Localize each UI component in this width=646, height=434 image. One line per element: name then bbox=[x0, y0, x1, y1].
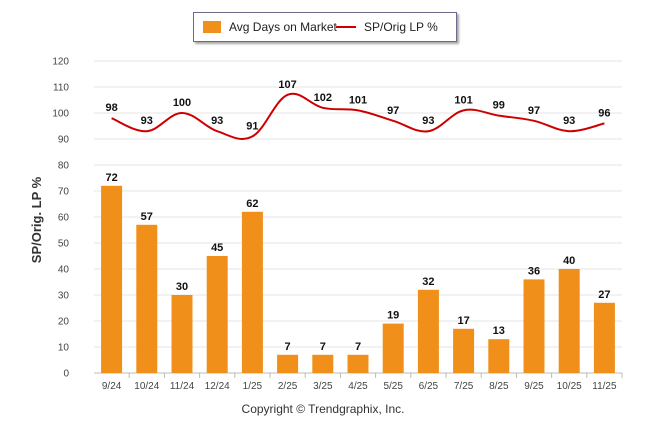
bar-value-label: 30 bbox=[176, 281, 188, 293]
y-tick-label: 120 bbox=[52, 57, 69, 68]
bar-value-label: 40 bbox=[563, 255, 575, 267]
y-tick-label: 40 bbox=[58, 265, 70, 276]
x-tick-label: 10/25 bbox=[557, 381, 582, 392]
bar bbox=[417, 289, 439, 373]
line-value-label: 107 bbox=[278, 79, 296, 91]
y-tick-label: 30 bbox=[58, 291, 70, 302]
line-value-label: 98 bbox=[105, 102, 117, 114]
bar bbox=[488, 339, 510, 373]
y-tick-label: 0 bbox=[63, 369, 69, 380]
line-data-labels: 98 93 100 93 91 107 102 101 97 93 101 99 97 93 96 bbox=[105, 79, 610, 133]
bar bbox=[347, 354, 369, 373]
bar-value-label: 72 bbox=[105, 172, 117, 184]
line-value-label: 93 bbox=[211, 115, 223, 127]
bar-series bbox=[101, 185, 615, 373]
legend-bar-swatch bbox=[203, 21, 221, 33]
x-tick-label: 6/25 bbox=[419, 381, 439, 392]
line-series bbox=[111, 92, 605, 140]
bar-value-label: 17 bbox=[457, 315, 469, 327]
bar bbox=[558, 269, 580, 373]
line-value-label: 96 bbox=[598, 107, 610, 119]
bar bbox=[382, 323, 404, 373]
line-value-label: 101 bbox=[454, 94, 472, 106]
bar bbox=[523, 279, 545, 373]
bar bbox=[593, 302, 615, 373]
y-tick-label: 20 bbox=[58, 317, 70, 328]
x-tick-label: 10/24 bbox=[134, 381, 159, 392]
x-tick-label: 12/24 bbox=[205, 381, 230, 392]
line-path bbox=[111, 92, 605, 140]
bar-value-label: 36 bbox=[528, 265, 540, 277]
y-tick-label: 10 bbox=[58, 343, 70, 354]
bar-value-label: 45 bbox=[211, 242, 223, 254]
x-tick-label: 2/25 bbox=[278, 381, 298, 392]
bar-data-labels: 72 57 30 45 62 7 7 7 19 32 17 13 36 40 27 bbox=[105, 172, 610, 353]
line-value-label: 93 bbox=[141, 115, 153, 127]
line-value-label: 99 bbox=[493, 100, 505, 112]
y-tick-label: 110 bbox=[53, 83, 69, 94]
x-tick-label: 5/25 bbox=[383, 381, 403, 392]
y-tick-label: 90 bbox=[58, 135, 70, 146]
line-value-label: 102 bbox=[314, 92, 332, 104]
x-tick-label: 4/25 bbox=[348, 381, 368, 392]
x-tick-label: 7/25 bbox=[454, 381, 474, 392]
y-axis-ticks: 0 10 20 30 40 50 60 70 80 90 100 110 120 bbox=[52, 57, 69, 380]
bar-value-label: 13 bbox=[493, 325, 505, 337]
y-tick-label: 100 bbox=[52, 109, 69, 120]
bar bbox=[277, 354, 299, 373]
bar bbox=[312, 354, 334, 373]
bar-value-label: 7 bbox=[320, 341, 326, 353]
bar bbox=[136, 224, 158, 373]
line-value-label: 100 bbox=[173, 97, 191, 109]
legend-line-swatch bbox=[336, 26, 356, 28]
bar-value-label: 62 bbox=[246, 198, 258, 210]
bar bbox=[101, 185, 123, 373]
line-value-label: 93 bbox=[563, 115, 575, 127]
copyright-text: Copyright © Trendgraphix, Inc. bbox=[241, 402, 405, 416]
bar-value-label: 19 bbox=[387, 310, 399, 322]
x-tick-label: 11/24 bbox=[170, 381, 195, 392]
x-tick-label: 9/24 bbox=[102, 381, 122, 392]
legend: Avg Days on Market SP/Orig LP % bbox=[193, 12, 457, 42]
y-tick-label: 50 bbox=[58, 239, 70, 250]
y-axis-label: SP/Orig. LP % bbox=[29, 176, 44, 263]
line-value-label: 91 bbox=[246, 120, 258, 132]
bar bbox=[453, 328, 475, 373]
bar-value-label: 57 bbox=[141, 211, 153, 223]
y-tick-label: 80 bbox=[58, 161, 70, 172]
x-tick-label: 9/25 bbox=[524, 381, 544, 392]
bar bbox=[241, 211, 263, 373]
bar-value-label: 27 bbox=[598, 289, 610, 301]
y-tick-label: 70 bbox=[58, 187, 70, 198]
x-axis-ticks: 9/24 10/24 11/24 12/24 1/25 2/25 3/25 4/25 5/25 6… bbox=[102, 373, 623, 392]
x-tick-label: 11/25 bbox=[592, 381, 617, 392]
bar bbox=[171, 295, 193, 373]
x-tick-label: 8/25 bbox=[489, 381, 509, 392]
legend-bar-label: Avg Days on Market bbox=[229, 20, 337, 34]
bar-value-label: 7 bbox=[355, 341, 361, 353]
line-value-label: 97 bbox=[387, 105, 399, 117]
line-value-label: 97 bbox=[528, 105, 540, 117]
x-tick-label: 3/25 bbox=[313, 381, 333, 392]
line-value-label: 101 bbox=[349, 94, 367, 106]
x-tick-label: 1/25 bbox=[243, 381, 263, 392]
legend-line-label: SP/Orig LP % bbox=[364, 20, 438, 34]
bar-value-label: 7 bbox=[285, 341, 291, 353]
bar bbox=[206, 256, 228, 373]
line-value-label: 93 bbox=[422, 115, 434, 127]
bar-value-label: 32 bbox=[422, 276, 434, 288]
y-tick-label: 60 bbox=[58, 213, 70, 224]
